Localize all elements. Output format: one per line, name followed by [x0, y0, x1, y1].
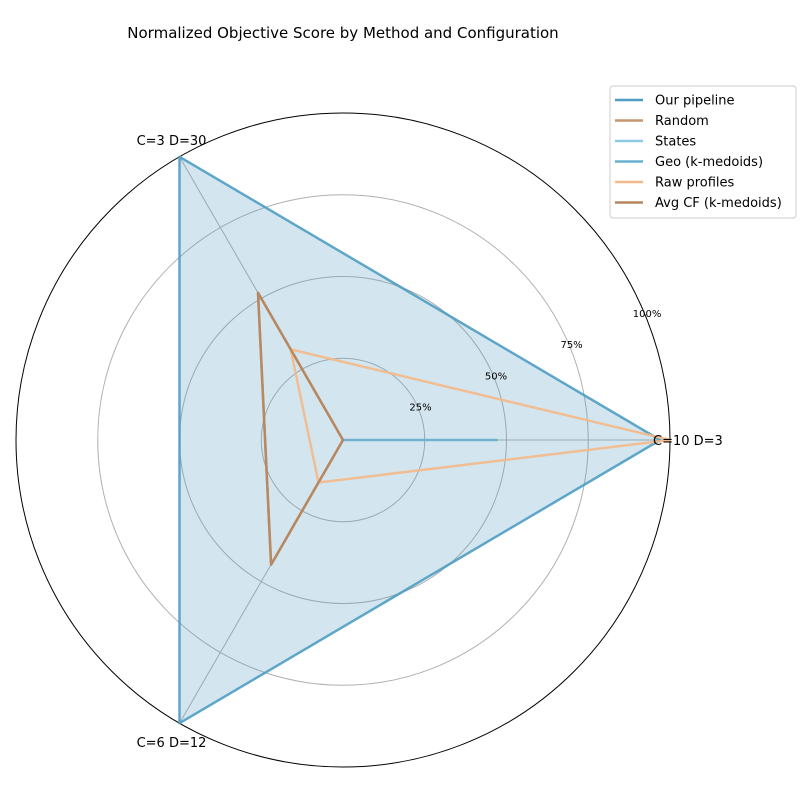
- legend-entry-2: Random: [655, 114, 709, 129]
- radial-tick-labels: 25% 50% 75% 100%: [409, 309, 661, 414]
- legend-entry-1: Our pipeline: [655, 94, 735, 109]
- series-line-1: [178, 155, 662, 725]
- axis-label-3: C=6 D=12: [137, 736, 207, 751]
- axis-labels: C=10 D=3 C=3 D=30 C=6 D=12: [137, 134, 723, 751]
- legend: Our pipeline Random States Geo (k-medoids) R…: [609, 85, 797, 219]
- series-line-5: [289, 348, 672, 484]
- chart-title: Normalized Objective Score by Method and…: [127, 24, 558, 42]
- radial-tick-75: 75%: [560, 340, 582, 351]
- series-line-6: [256, 291, 345, 566]
- legend-entry-4: Geo (k-medoids): [655, 155, 763, 170]
- axis-label-2: C=3 D=30: [137, 134, 207, 149]
- legend-entry-3: States: [655, 135, 696, 150]
- legend-frame: [609, 85, 797, 219]
- radial-tick-100: 100%: [633, 309, 662, 320]
- legend-entry-6: Avg CF (k-medoids): [655, 196, 782, 211]
- series-layer: [178, 155, 672, 725]
- legend-entry-5: Raw profiles: [655, 176, 735, 191]
- axis-label-1: C=10 D=3: [653, 434, 723, 449]
- radial-tick-25: 25%: [409, 403, 431, 414]
- radial-tick-50: 50%: [485, 371, 507, 382]
